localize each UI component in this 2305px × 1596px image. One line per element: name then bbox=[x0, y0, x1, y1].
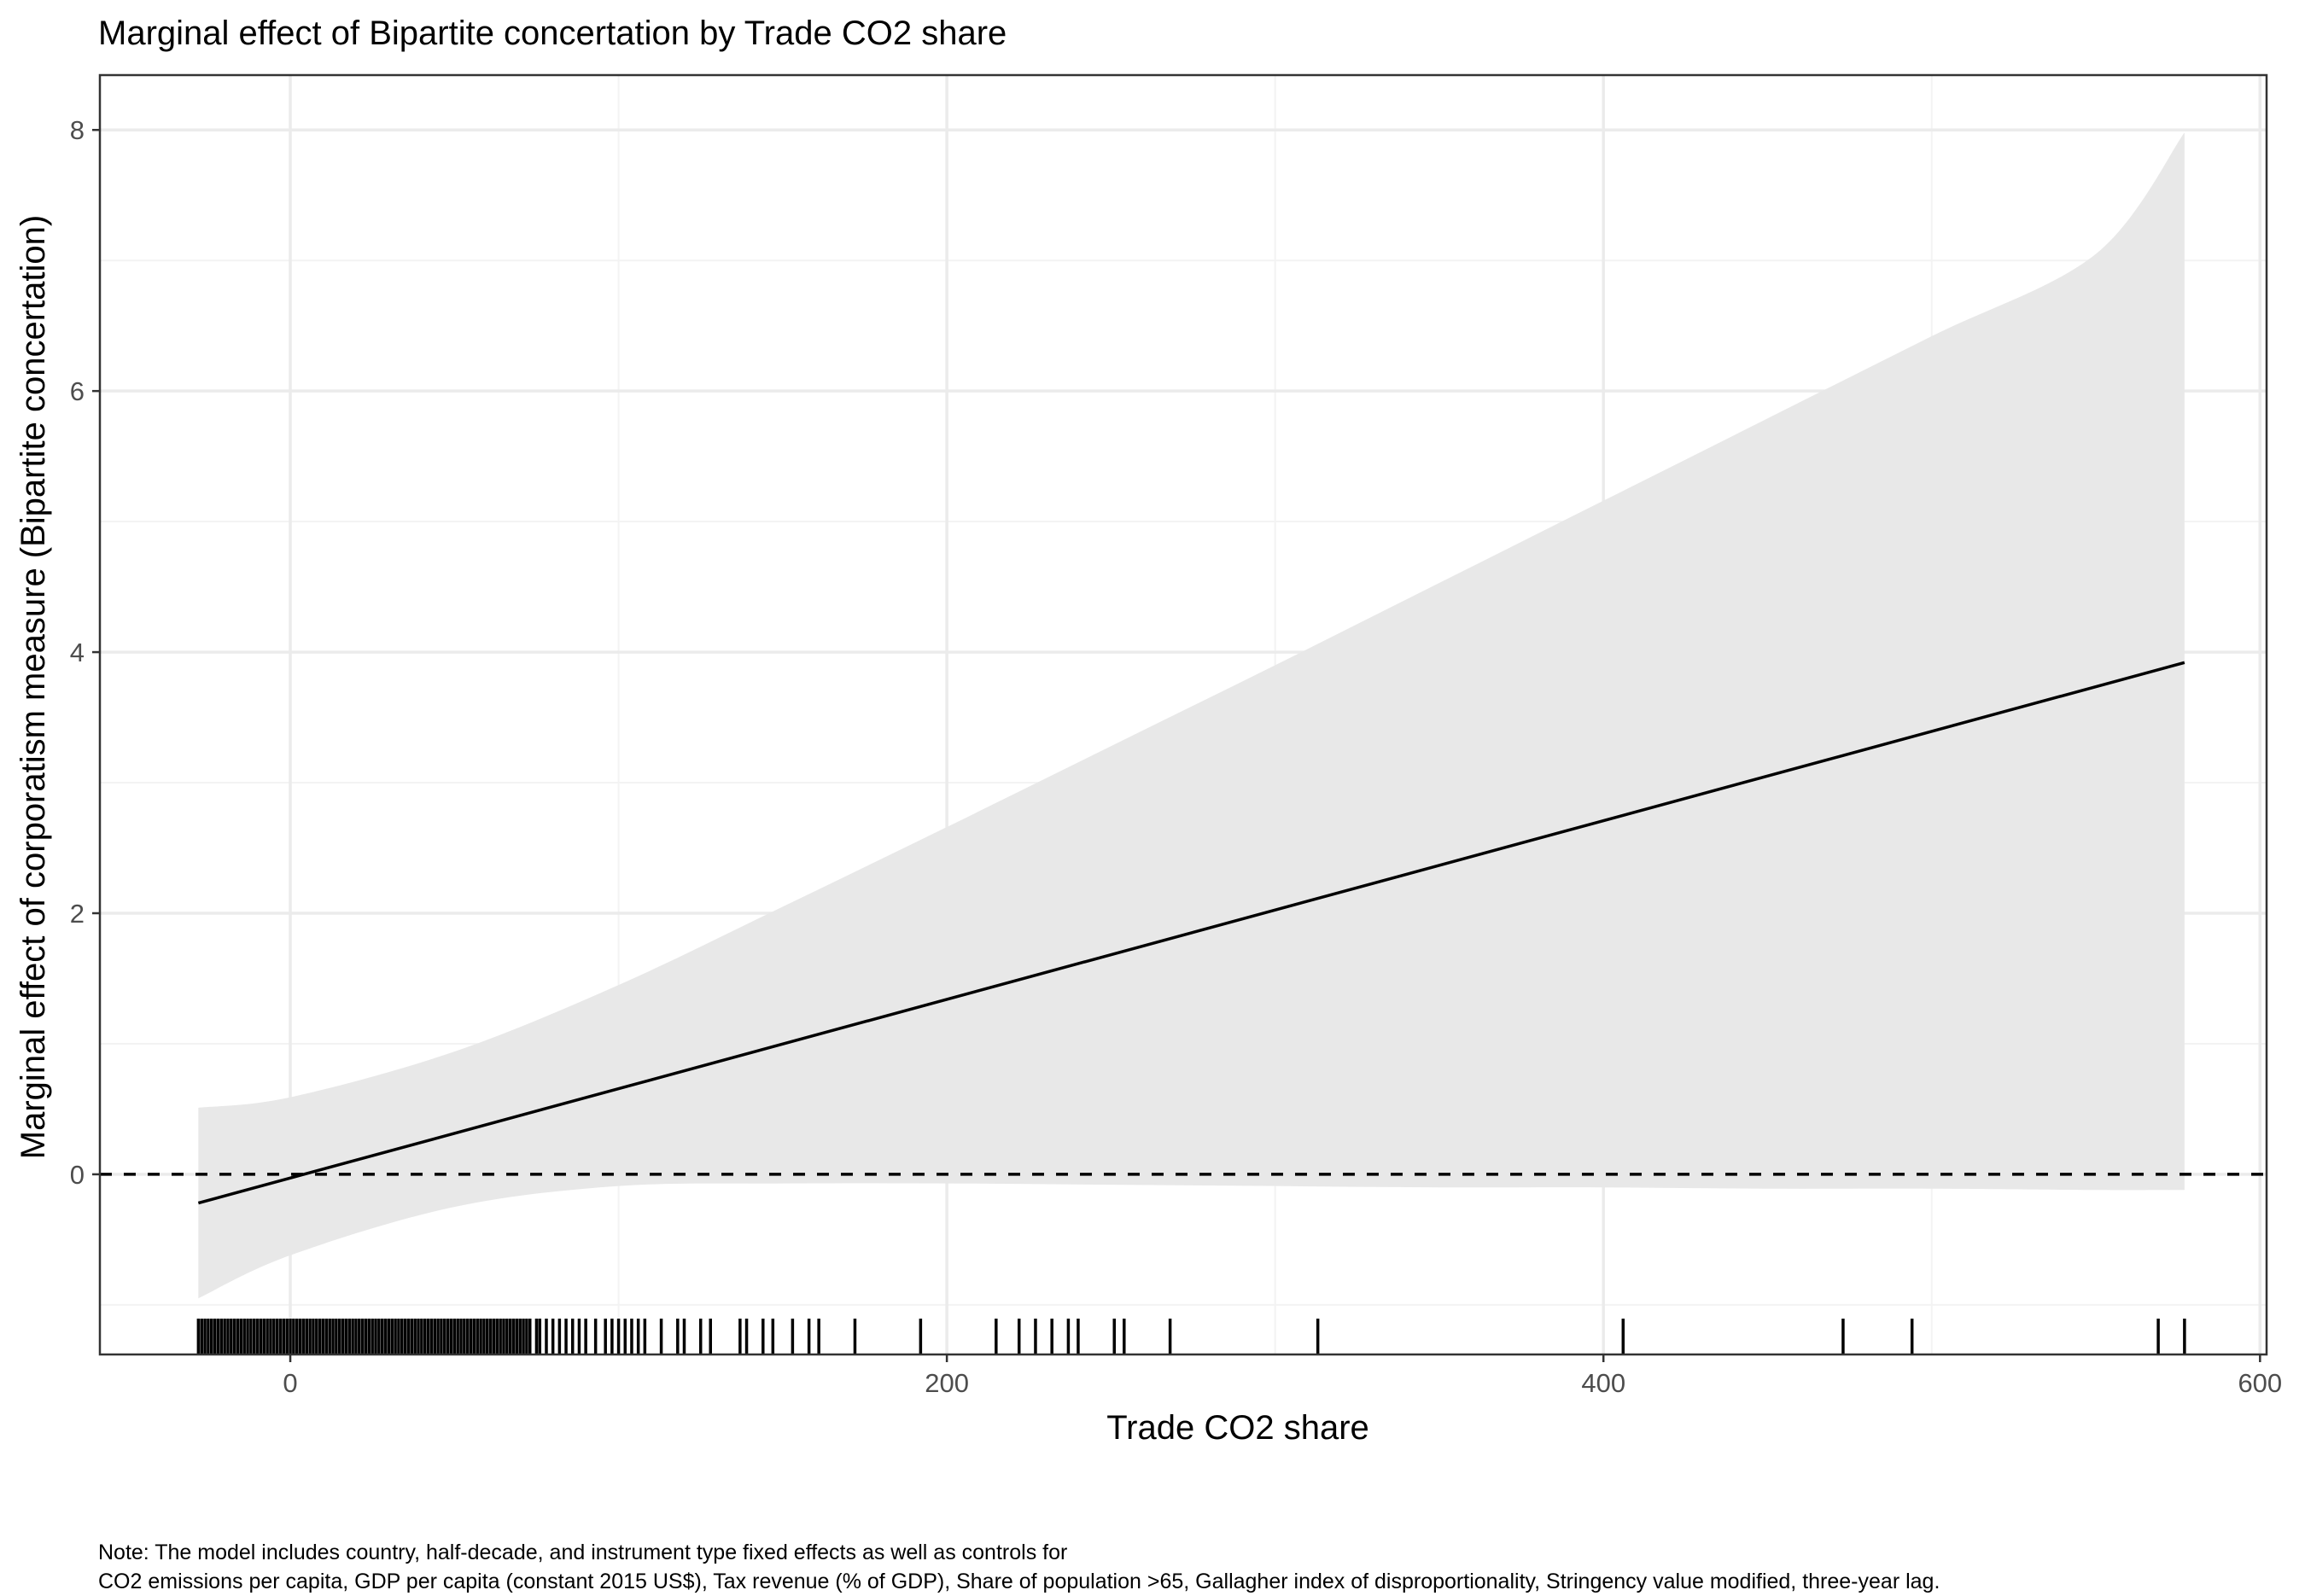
x-axis-ticks: 0 200 400 600 bbox=[283, 1354, 2282, 1398]
y-tick-label: 6 bbox=[70, 376, 85, 406]
model-note: Note: The model includes country, half-d… bbox=[98, 1538, 2284, 1596]
note-line-1: Note: The model includes country, half-d… bbox=[98, 1541, 1068, 1564]
panel-border bbox=[98, 73, 2268, 1356]
rug-ticks bbox=[196, 1319, 2186, 1354]
y-tick-label: 4 bbox=[70, 638, 85, 667]
x-tick-label: 0 bbox=[283, 1368, 297, 1398]
x-axis-title: Trade CO2 share bbox=[1106, 1409, 1369, 1447]
y-tick-label: 8 bbox=[70, 115, 85, 145]
chart-title: Marginal effect of Bipartite concertatio… bbox=[98, 15, 1007, 52]
y-tick-label: 2 bbox=[70, 899, 85, 929]
marginal-effect-chart: Marginal effect of Bipartite concertatio… bbox=[15, 15, 2282, 1447]
x-tick-label: 400 bbox=[1581, 1368, 1625, 1398]
y-axis-title: Marginal effect of corporatism measure (… bbox=[15, 215, 52, 1159]
x-tick-label: 600 bbox=[2238, 1368, 2282, 1398]
marginal-effect-line bbox=[197, 661, 2185, 1205]
confidence-band bbox=[198, 132, 2185, 1299]
x-tick-label: 200 bbox=[925, 1368, 969, 1398]
note-line-2: CO2 emissions per capita, GDP per capita… bbox=[98, 1570, 1940, 1593]
y-tick-label: 0 bbox=[70, 1160, 85, 1190]
y-axis-ticks: 0 2 4 6 8 bbox=[70, 115, 100, 1190]
